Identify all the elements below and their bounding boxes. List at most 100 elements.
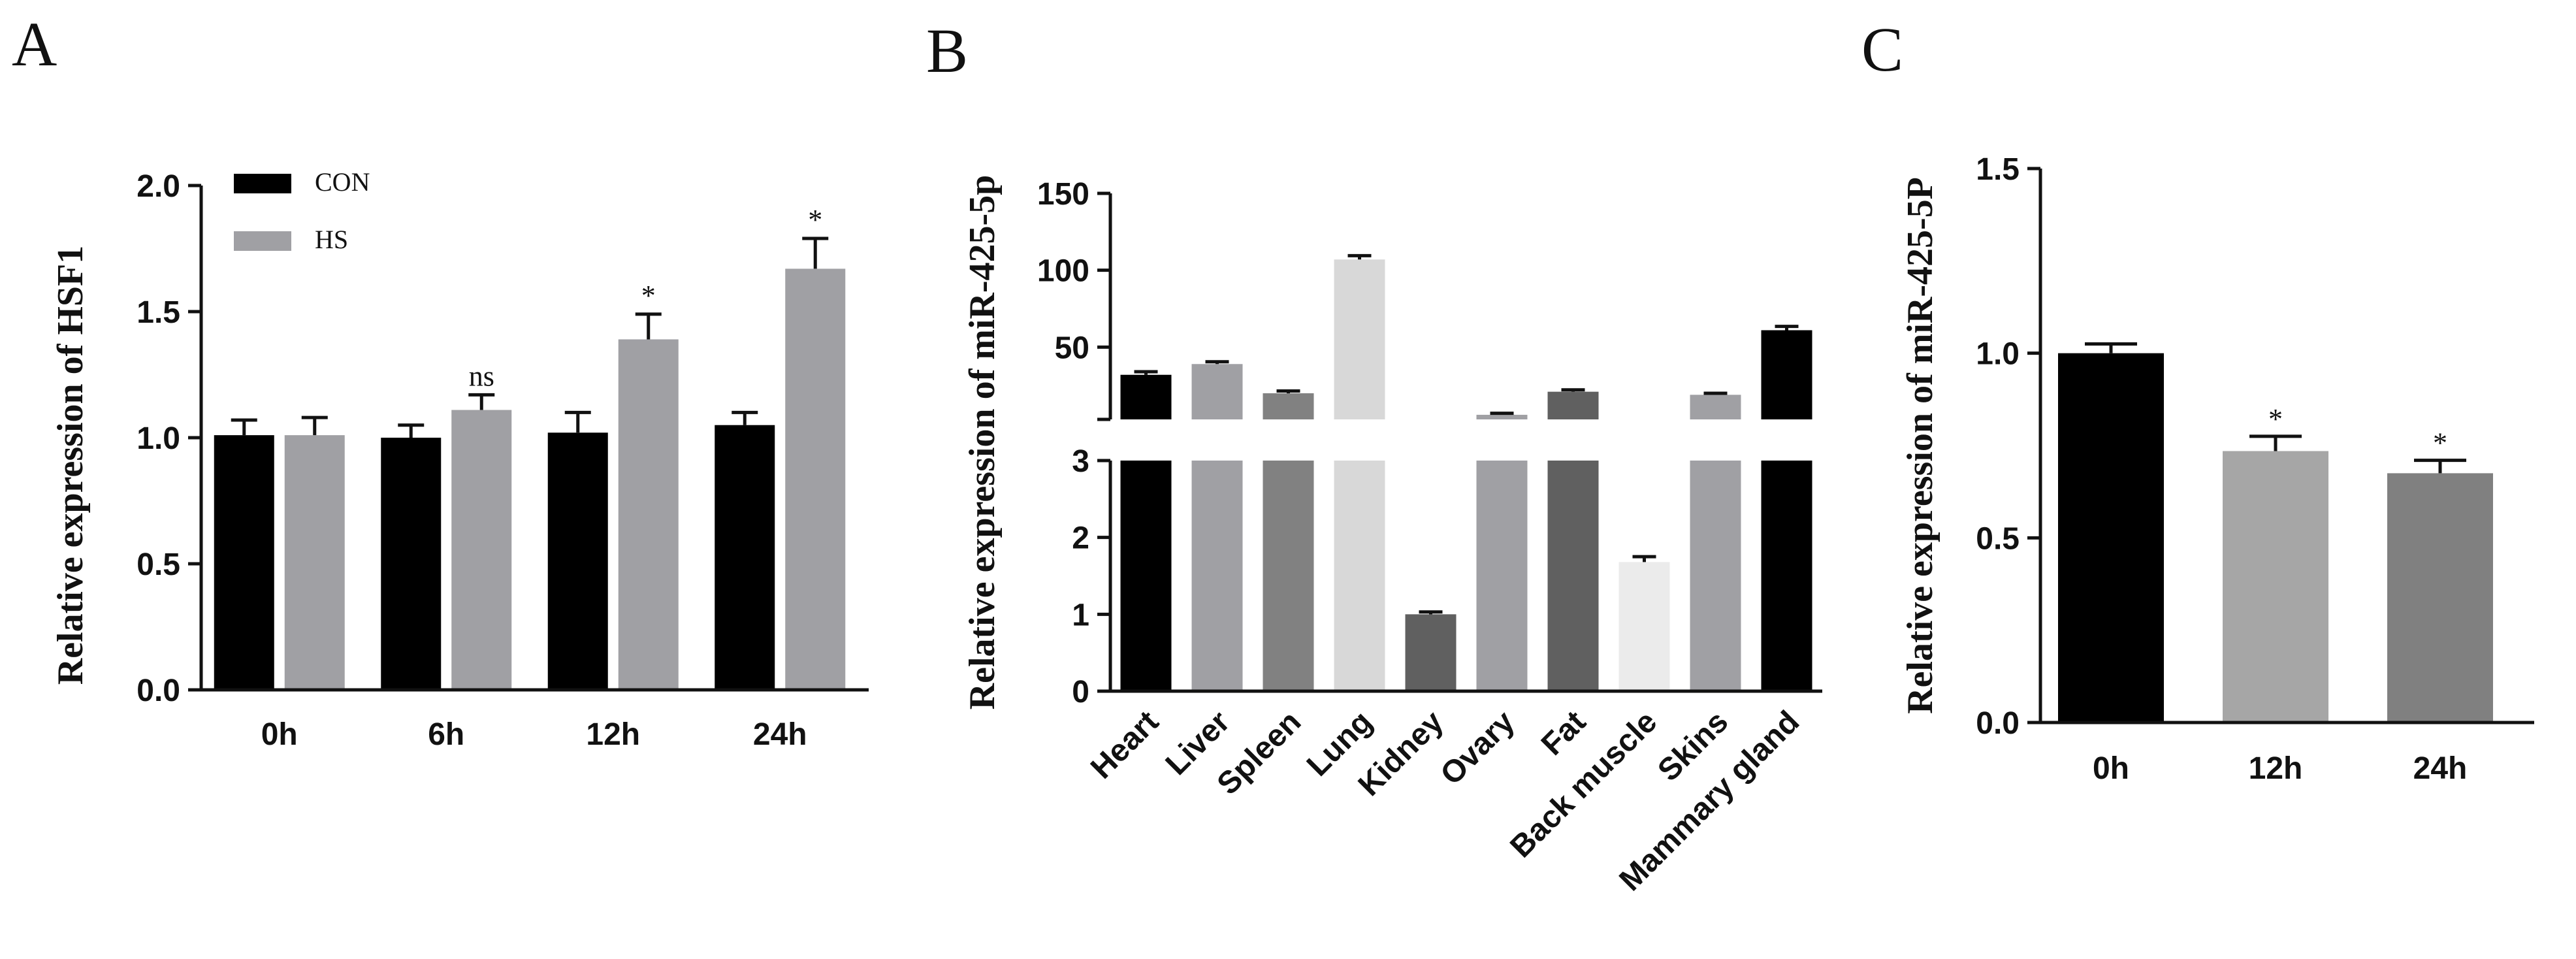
panel-b-bar [1263,461,1314,691]
panel-a-error-bar [732,410,758,425]
panel-b-bar-upper [1761,330,1812,419]
panel-a-x-ticks: 0h 6h 12h 24h [261,717,807,752]
panel-a-significance-label: ns [469,360,494,392]
panel-a-y-ticks: 0.0 0.5 1.0 1.5 2.0 [137,169,201,708]
panel-a-bar-hs [785,268,846,690]
legend-swatch-con [234,174,291,193]
panel-a-x-tick-label: 24h [753,717,807,752]
panel-a-error-bar [564,410,591,433]
panel-a-y-tick-label: 0.0 [137,674,180,708]
panel-b-y-tick-label: 0 [1072,675,1089,709]
panel-c-bar [2387,473,2493,723]
panel-a-bar-con [547,432,608,690]
panel-c-x-tick-label: 24h [2413,751,2468,786]
panel-a-chart: Relative expression of HSF1 CON HS 0.0 0.5… [50,167,869,752]
panel-b-bar [1476,461,1528,691]
panel-letter-c: C [1861,14,1903,84]
panel-b-bars [1120,253,1812,691]
panel-b-error-bar [1703,391,1728,395]
panel-b-bar [1547,461,1599,691]
panel-a-error-bar [802,236,829,269]
panel-c-significance-label: * [2433,427,2447,459]
panel-b-error-bar [1775,325,1799,331]
panel-a-x-tick-label: 12h [586,717,640,752]
panel-b-error-bar [1490,412,1514,415]
panel-c-x-ticks: 0h 12h 24h [2093,751,2467,786]
panel-a-bar-con [381,438,442,690]
panel-a-legend: CON HS [234,167,370,254]
panel-c-y-tick-label: 0.5 [1976,521,2020,556]
panel-c-y-ticks: 0.0 0.5 1.0 1.5 [1976,152,2040,741]
panel-b-y-tick-label: 2 [1072,521,1089,556]
panel-a-bar-hs [451,410,512,690]
panel-a-y-tick-label: 0.5 [137,547,180,582]
panel-b-error-bar [1276,389,1300,393]
panel-b-y-ticks: 0 1 2 3 50 100 150 [1037,177,1110,709]
panel-a-bar-con [214,435,274,690]
panel-c-y-tick-label: 1.0 [1976,337,2020,372]
panel-b-bar-upper [1334,259,1385,419]
panel-b-bar-upper [1690,395,1741,419]
panel-a-error-bar [468,393,495,410]
panel-a-error-bar [231,418,257,436]
panel-a-error-bar [301,415,328,436]
panel-c-error-bar [2249,434,2302,451]
panel-a-ylabel: Relative expression of HSF1 [50,246,91,685]
panel-a-axes [199,186,869,692]
panel-b-error-bar [1419,610,1443,615]
legend-swatch-hs [234,231,291,251]
panel-a-y-tick-label: 1.0 [137,421,180,456]
panel-c-x-tick-label: 0h [2093,751,2129,786]
panel-b-bar-upper [1191,364,1243,419]
panel-a-bars: ns * * [214,204,846,690]
panel-c-axes [2038,169,2534,724]
panel-b-error-bar [1561,388,1585,392]
panel-b-bar [1761,461,1812,691]
panel-a-x-tick-label: 6h [428,717,464,752]
panel-b-ylabel: Relative expression of miR-425-5p [962,175,1003,710]
panel-b-chart: Relative expression of miR-425-5p 0 1 2 3 50… [962,175,1822,898]
panel-a-y-tick-label: 2.0 [137,169,180,204]
panel-b-bar-upper [1120,374,1172,419]
panel-a-bar-con [715,425,775,690]
panel-a-significance-label: * [641,280,656,312]
panel-a-error-bar [635,312,662,340]
panel-c-bar [2058,353,2164,723]
panel-b-error-bar [1134,370,1158,375]
panel-b-axes [1108,193,1822,693]
legend-label-con: CON [315,167,370,197]
panel-b-x-tick-label: Ovary [1434,704,1522,792]
panel-b-bar [1334,461,1385,691]
panel-a-x-tick-label: 0h [261,717,298,752]
panel-b-error-bar [1632,555,1656,562]
panel-c-error-bar [2085,342,2137,353]
panel-c-bar [2223,451,2328,723]
panel-b-error-bar [1347,253,1372,260]
panel-b-x-tick-label: Heart [1084,704,1165,785]
panel-b-y-tick-label: 100 [1037,254,1089,289]
panel-c-error-bar [2414,459,2466,474]
panel-a-bar-hs [284,435,345,690]
panel-c-significance-label: * [2268,403,2283,435]
panel-b-bar-upper [1476,414,1528,419]
panel-b-bar [1405,614,1457,691]
panel-b-x-tick-label: Fat [1535,704,1592,762]
panel-c-x-tick-label: 12h [2249,751,2303,786]
panel-c-y-tick-label: 1.5 [1976,152,2020,187]
panel-b-bar-upper [1263,393,1314,419]
panel-letter-a: A [12,9,57,79]
legend-label-hs: HS [315,225,348,254]
panel-b-bar [1120,461,1172,691]
panel-a-significance-label: * [808,204,822,236]
panel-letter-b: B [926,16,968,86]
panel-b-bar [1191,461,1243,691]
panel-c-y-tick-label: 0.0 [1976,706,2020,741]
panel-b-y-tick-label: 50 [1055,331,1089,365]
panel-b-y-tick-label: 150 [1037,177,1089,212]
panel-a-y-tick-label: 1.5 [137,295,180,330]
panel-a-bar-hs [618,339,679,690]
panel-c-chart: Relative expression of miR-425-5P 0.0 0.5… [1900,152,2534,786]
panel-b-error-bar [1205,360,1229,365]
panel-b-y-tick-label: 1 [1072,598,1089,632]
